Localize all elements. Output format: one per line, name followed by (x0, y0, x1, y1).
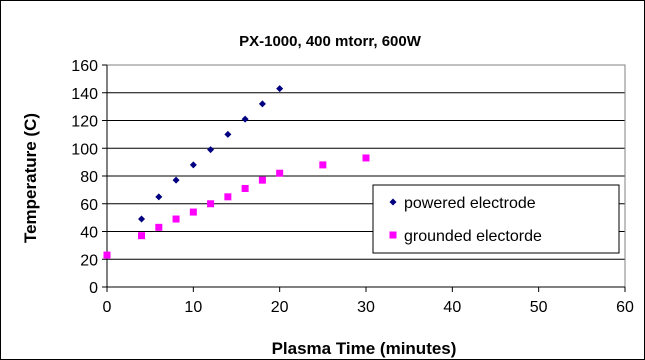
x-tick-label: 0 (103, 299, 112, 316)
grounded-electrode-point (276, 169, 284, 177)
powered-electrode-point (189, 161, 197, 169)
y-tick-labels: 0 20 40 60 80 100 120 140 160 (71, 58, 107, 297)
y-axis-title: Temperature (C) (21, 113, 40, 243)
y-tick-label: 140 (71, 86, 98, 103)
powered-electrode-point (172, 176, 180, 184)
powered-electrode-point (276, 85, 284, 93)
y-tick-label: 40 (80, 225, 98, 242)
powered-electrode-point (224, 130, 232, 138)
x-tick-label: 10 (184, 299, 202, 316)
grounded-electrode-point (207, 200, 215, 208)
powered-electrode-point (138, 215, 146, 223)
x-axis-title: Plasma Time (minutes) (272, 339, 457, 358)
y-tick-label: 60 (80, 197, 98, 214)
powered-electrode-point (241, 115, 249, 123)
y-tick-label: 0 (89, 280, 98, 297)
x-tick-labels: 0 10 20 30 40 50 60 (103, 287, 634, 316)
legend-marker-grounded (389, 231, 397, 239)
grounded-electrode-point (362, 154, 370, 162)
powered-electrode-point (155, 193, 163, 201)
grounded-electrode-point (138, 232, 146, 240)
legend-label-powered: powered electrode (404, 195, 536, 212)
grounded-electrode-point (224, 193, 232, 201)
y-tick-label: 20 (80, 252, 98, 269)
grounded-electrode-point (189, 208, 197, 216)
grounded-electrode-point (103, 251, 111, 259)
grounded-electrode-point (172, 215, 180, 223)
x-tick-label: 40 (443, 299, 461, 316)
grounded-electrode-point (241, 184, 249, 192)
x-tick-label: 60 (616, 299, 634, 316)
legend-box (372, 184, 620, 254)
grounded-electrode-point (258, 176, 266, 184)
powered-electrode-point (207, 146, 215, 154)
y-tick-label: 160 (71, 58, 98, 75)
x-tick-label: 30 (357, 299, 375, 316)
x-tick-label: 50 (530, 299, 548, 316)
y-tick-label: 80 (80, 169, 98, 186)
data-points (103, 85, 370, 259)
legend-label-grounded: grounded electorde (404, 228, 542, 245)
powered-electrode-point (258, 100, 266, 108)
y-tick-label: 100 (71, 141, 98, 158)
legend-marker-powered (389, 198, 397, 206)
legend: powered electrode grounded electorde (372, 184, 620, 254)
chart-title: PX-1000, 400 mtorr, 600W (239, 33, 422, 50)
grounded-electrode-point (319, 161, 327, 169)
grounded-electrode-point (155, 223, 163, 231)
x-tick-label: 20 (271, 299, 289, 316)
y-tick-label: 120 (71, 114, 98, 131)
